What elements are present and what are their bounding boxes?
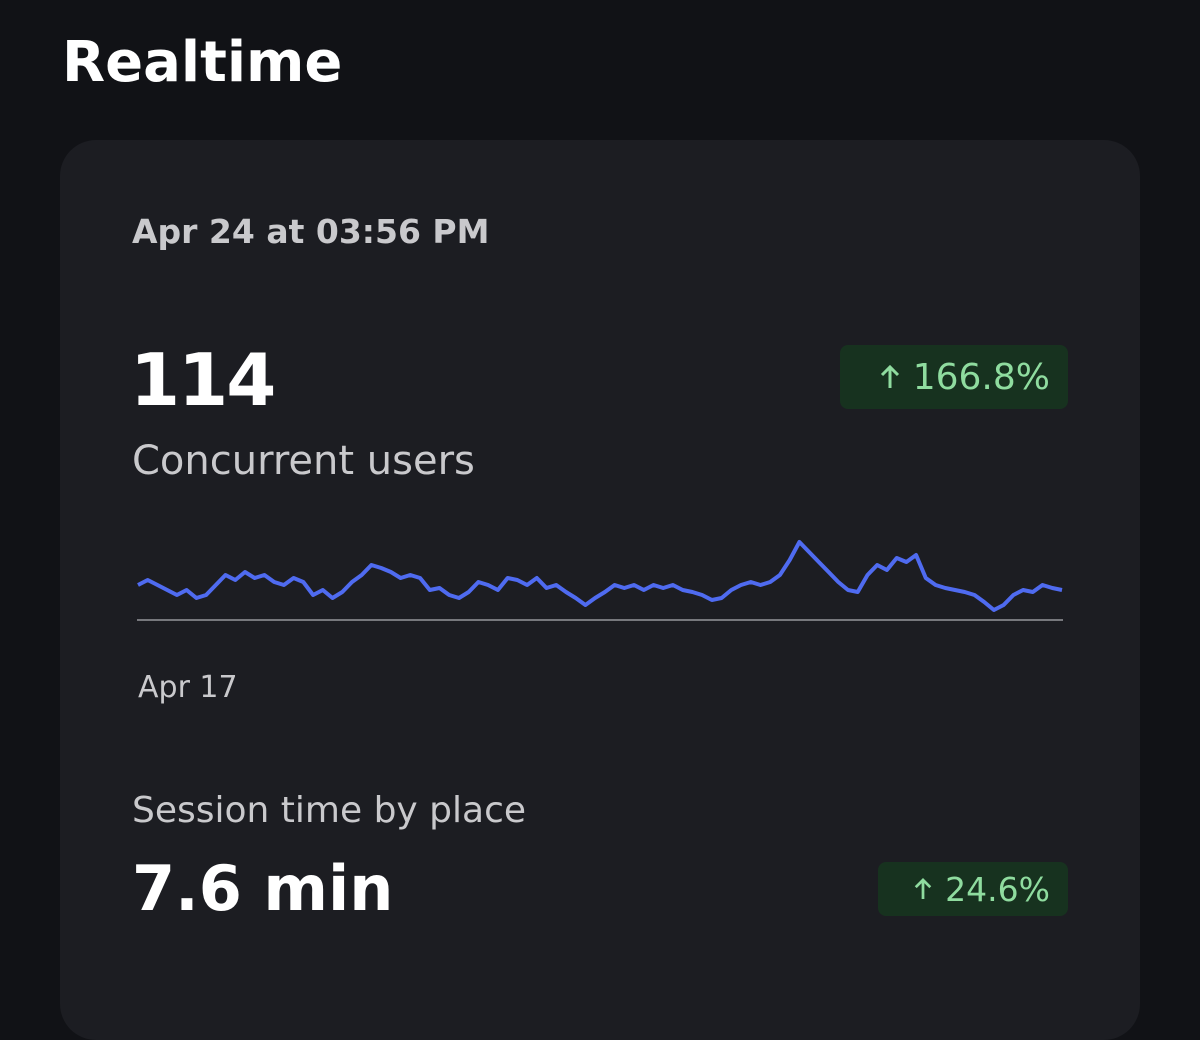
concurrent-value: 114 [130,338,276,422]
start-label: Apr 17 [138,670,238,705]
sparkline [137,540,1063,621]
up-arrow [914,877,932,899]
change-text: 24.6% [945,869,1050,909]
sparkline-path [137,540,1063,612]
page-title: Realtime [62,30,343,95]
change-text: 166.8% [912,356,1050,398]
up-arrow [880,364,899,388]
page: Realtime Apr 24 at 03:56 PM 114 166.8% C… [60,30,1140,1040]
session-value: 7.6 min [132,852,394,925]
change-badge: 24.6% [878,862,1068,916]
concurrent-label: Concurrent users [132,438,475,484]
session-label: Session time by place [132,790,527,831]
change-badge: 166.8% [840,345,1068,409]
timestamp: Apr 24 at 03:56 PM [132,212,490,251]
